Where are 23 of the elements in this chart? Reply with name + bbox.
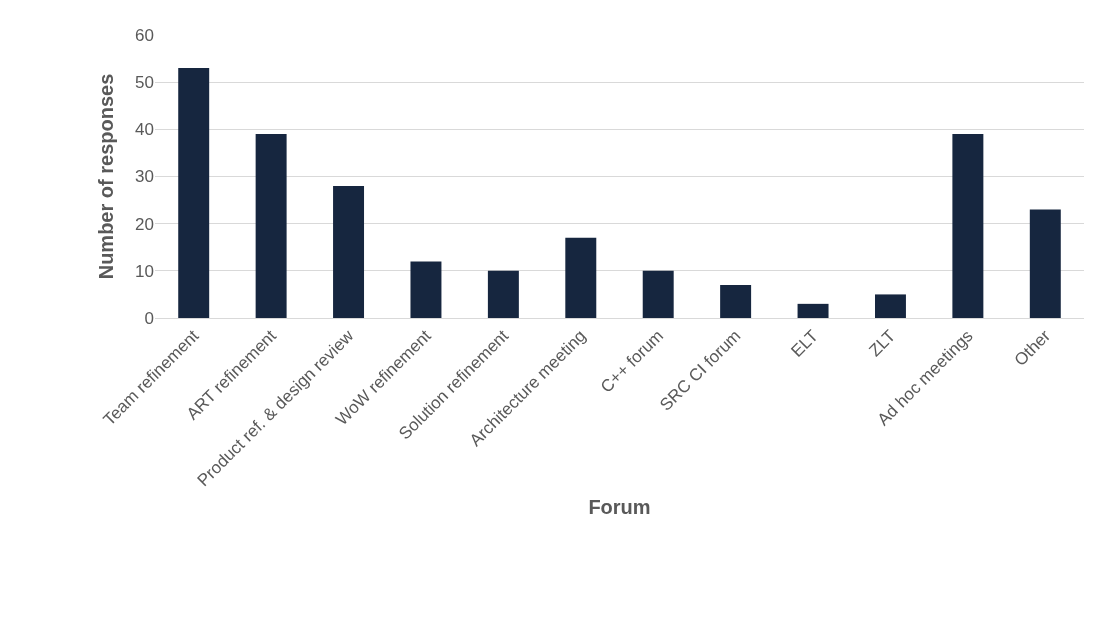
bar	[874, 294, 906, 318]
bar	[797, 303, 829, 318]
x-tick-label: ZLT	[865, 326, 900, 361]
y-tick-label: 40	[135, 120, 154, 140]
y-tick-label: 10	[135, 261, 154, 281]
bar	[642, 270, 674, 318]
y-tick-label: 30	[135, 167, 154, 187]
bar	[410, 261, 442, 318]
bar	[333, 185, 365, 318]
bar	[952, 134, 984, 318]
bar	[255, 134, 287, 318]
x-tick-label: ELT	[787, 326, 822, 361]
bar	[487, 270, 519, 318]
y-tick-label: 50	[135, 73, 154, 93]
bar	[720, 284, 752, 318]
y-tick-label: 0	[144, 308, 154, 328]
y-axis-title: Number of responses	[94, 73, 117, 280]
bar	[178, 68, 210, 318]
x-axis-title: Forum	[588, 495, 651, 518]
y-tick-label: 60	[135, 25, 154, 45]
y-tick-label: 20	[135, 214, 154, 234]
bar	[1029, 209, 1061, 318]
bar	[565, 237, 597, 318]
